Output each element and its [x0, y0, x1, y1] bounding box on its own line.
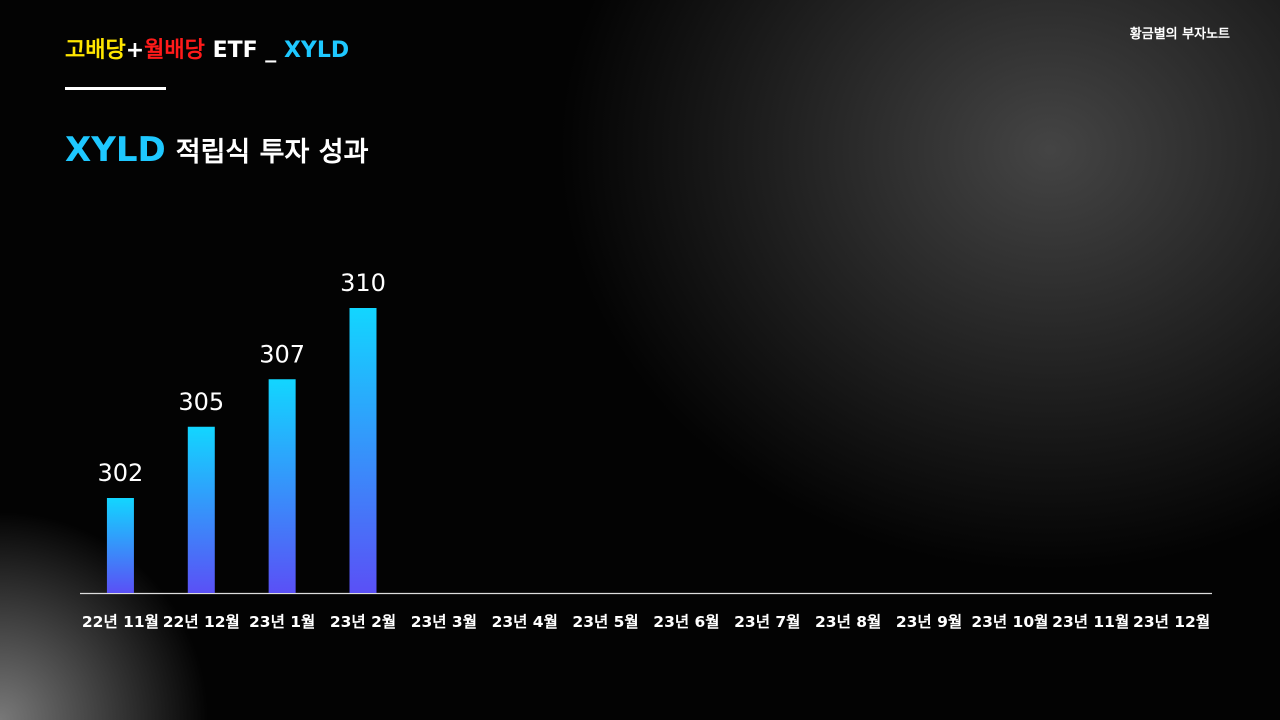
- x-tick-label: 23년 2월: [330, 612, 396, 631]
- x-tick-label: 23년 8월: [815, 612, 881, 631]
- value-label: 310: [340, 269, 386, 297]
- x-tick-label: 22년 11월: [82, 612, 159, 631]
- title-text: 적립식 투자 성과: [175, 137, 369, 168]
- brand: 황금별의 부자노트: [1129, 27, 1230, 42]
- value-label: 307: [259, 340, 305, 368]
- bar: [106, 498, 134, 593]
- x-tick-label: 23년 9월: [896, 612, 962, 631]
- title-part: XYLD: [283, 38, 350, 63]
- bar: [349, 308, 377, 593]
- x-tick-label: 23년 3월: [411, 612, 477, 631]
- value-label: 305: [178, 388, 224, 416]
- x-tick-label: 22년 12월: [163, 612, 240, 631]
- ticker: XYLD: [65, 130, 166, 170]
- x-tick-label: 23년 1월: [249, 612, 315, 631]
- x-tick-label: 23년 7월: [734, 612, 800, 631]
- chart-title: XYLD 적립식 투자 성과: [65, 130, 368, 170]
- bar: [187, 426, 215, 593]
- title-part: +: [125, 38, 145, 63]
- title-part: ETF _: [204, 38, 284, 63]
- x-tick-label: 23년 4월: [492, 612, 558, 631]
- title-part: 월배당: [144, 38, 205, 63]
- x-tick-label: 23년 5월: [572, 612, 638, 631]
- x-tick-label: 23년 10월: [971, 612, 1048, 631]
- x-tick-label: 23년 12월: [1133, 612, 1210, 631]
- title-part: 고배당: [65, 38, 126, 63]
- x-tick-label: 23년 11월: [1052, 612, 1129, 631]
- x-tick-label: 23년 6월: [653, 612, 719, 631]
- divider: [65, 87, 166, 90]
- value-label: 302: [98, 459, 144, 487]
- bar: [268, 379, 296, 593]
- header-title: 고배당+월배당 ETF _ XYLD: [65, 32, 349, 64]
